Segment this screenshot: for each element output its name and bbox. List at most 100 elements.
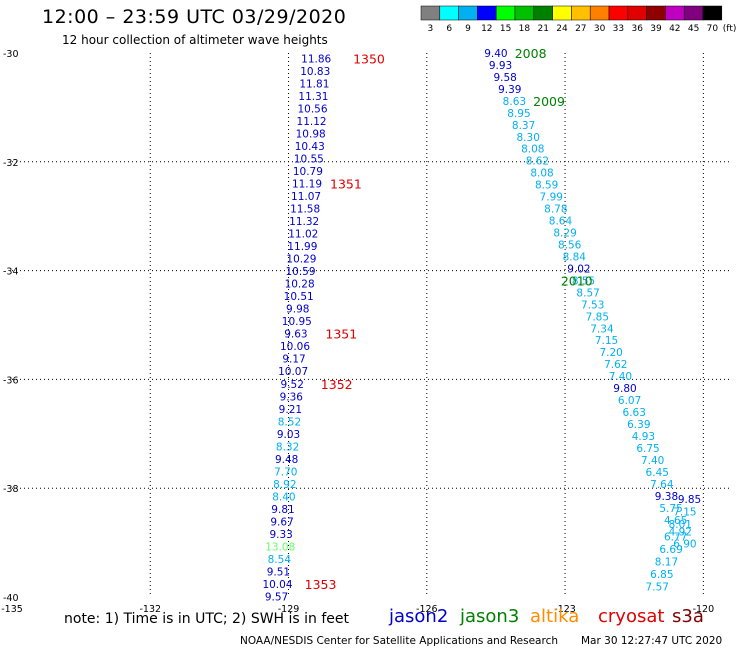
wave-height-point: 7.99 bbox=[540, 192, 563, 204]
wave-height-point: 10.28 bbox=[285, 279, 315, 291]
wave-height-point: 5.75 bbox=[659, 503, 682, 515]
colorbar-swatch bbox=[439, 5, 459, 21]
wave-height-point: 9.57 bbox=[265, 591, 288, 603]
wave-height-point: 8.01 bbox=[669, 519, 692, 531]
time-label: 1353 bbox=[305, 577, 337, 592]
wave-height-point: 11.07 bbox=[291, 191, 321, 203]
wave-height-point: 9.67 bbox=[270, 516, 293, 528]
time-label: 1350 bbox=[353, 51, 385, 66]
wave-height-point: 6.45 bbox=[646, 467, 669, 479]
colorbar-label: 24 bbox=[556, 24, 568, 34]
wave-height-point: 10.56 bbox=[297, 103, 327, 115]
wave-height-point: 6.75 bbox=[636, 443, 659, 455]
wave-height-point: 8.40 bbox=[272, 491, 295, 503]
x-tick-label: -126 bbox=[416, 604, 438, 615]
legend-jason3: jason3 bbox=[460, 606, 520, 627]
colorbar-swatch bbox=[477, 5, 497, 21]
wave-height-point: 11.86 bbox=[301, 53, 331, 65]
x-tick-label: -132 bbox=[139, 604, 161, 615]
wave-height-point: 8.08 bbox=[521, 144, 544, 156]
y-tick-label: -36 bbox=[3, 375, 19, 386]
x-tick-label: -129 bbox=[278, 604, 300, 615]
wave-height-point: 10.43 bbox=[295, 141, 325, 153]
legend-s3a: s3a bbox=[672, 606, 704, 627]
x-tick-label: -123 bbox=[554, 604, 576, 615]
grid-lines bbox=[12, 53, 731, 597]
y-tick-label: -40 bbox=[3, 593, 19, 604]
wave-height-point: 4.93 bbox=[632, 431, 655, 443]
wave-height-point: 11.32 bbox=[289, 216, 319, 228]
wave-height-point: 8.62 bbox=[526, 156, 549, 168]
units-note: note: 1) Time is in UTC; 2) SWH is in fe… bbox=[64, 611, 350, 627]
wave-height-point: 7.15 bbox=[595, 335, 618, 347]
wave-height-point: 9.48 bbox=[275, 454, 298, 466]
y-tick-label: -38 bbox=[3, 484, 19, 495]
colorbar-swatch bbox=[552, 5, 572, 21]
wave-height-point: 8.30 bbox=[517, 132, 540, 144]
wave-height-point: 9.21 bbox=[279, 404, 302, 416]
wave-height-point: 11.19 bbox=[292, 179, 322, 191]
wave-height-point: 10.83 bbox=[300, 66, 330, 78]
wave-height-point: 9.93 bbox=[489, 60, 512, 72]
wave-height-point: 8.92 bbox=[273, 479, 296, 491]
colorbar-swatch bbox=[420, 5, 441, 21]
wave-height-point: 9.52 bbox=[281, 379, 304, 391]
colorbar-label: 18 bbox=[519, 24, 531, 34]
colorbar-unit: (ft) bbox=[723, 24, 737, 34]
wave-height-point: 9.40 bbox=[484, 48, 507, 60]
legend-altika: altika bbox=[530, 606, 580, 627]
wave-height-point: 10.98 bbox=[296, 129, 326, 141]
wave-height-point: 6.63 bbox=[623, 407, 646, 419]
wave-height-point: 8.84 bbox=[563, 251, 587, 263]
time-label: 2010 bbox=[561, 273, 593, 288]
wave-height-point: 7.34 bbox=[590, 323, 614, 335]
wave-height-point: 9.33 bbox=[269, 529, 292, 541]
wave-height-point: 8.57 bbox=[576, 287, 599, 299]
wave-height-point: 7.57 bbox=[646, 582, 669, 594]
wave-height-point: 8.17 bbox=[655, 557, 678, 569]
wave-height-point: 9.58 bbox=[493, 72, 516, 84]
wave-height-point: 9.38 bbox=[655, 491, 678, 503]
colorbar-label: 3 bbox=[428, 24, 434, 34]
colorbar-label: 15 bbox=[500, 24, 511, 34]
wave-height-point: 8.08 bbox=[530, 168, 553, 180]
colorbar-label: 21 bbox=[537, 24, 548, 34]
time-label: 2009 bbox=[533, 94, 565, 109]
wave-height-point: 9.81 bbox=[271, 504, 294, 516]
wave-height-point: 7.85 bbox=[586, 311, 609, 323]
colorbar-swatch bbox=[683, 5, 704, 21]
wave-height-point: 7.53 bbox=[581, 299, 604, 311]
wave-height-point: 9.80 bbox=[613, 383, 636, 395]
colorbar-label: 39 bbox=[650, 24, 662, 34]
chart-title: 12:00 – 23:59 UTC 03/29/2020 bbox=[42, 6, 347, 28]
wave-height-point: 9.17 bbox=[282, 354, 305, 366]
wave-height-point: 9.02 bbox=[567, 263, 590, 275]
colorbar-swatch bbox=[571, 5, 591, 21]
wave-height-point: 10.51 bbox=[284, 291, 314, 303]
chart-subtitle: 12 hour collection of altimeter wave hei… bbox=[62, 33, 328, 47]
colorbar-label: 36 bbox=[631, 24, 643, 34]
wave-height-point: 11.12 bbox=[297, 116, 327, 128]
wave-height-point: 7.40 bbox=[641, 455, 664, 467]
colorbar-swatch bbox=[665, 5, 685, 21]
colorbar-label: 42 bbox=[669, 24, 680, 34]
time-label: 1352 bbox=[321, 377, 353, 392]
wave-height-point: 10.59 bbox=[285, 266, 315, 278]
colorbar-label: 6 bbox=[446, 24, 452, 34]
wave-height-point: 9.03 bbox=[277, 429, 300, 441]
wave-height-point: 6.90 bbox=[673, 539, 696, 551]
wave-height-point: 9.36 bbox=[280, 391, 304, 403]
wave-height-point: 10.55 bbox=[294, 154, 324, 166]
y-tick-label: -32 bbox=[3, 158, 19, 169]
wave-height-point: 8.64 bbox=[549, 216, 573, 228]
wave-height-point: 7.40 bbox=[609, 371, 632, 383]
legend-cryosat: cryosat bbox=[598, 606, 665, 627]
wave-height-point: 10.04 bbox=[262, 579, 292, 591]
wave-height-point: 9.98 bbox=[286, 304, 309, 316]
axis-ticks: -135 -132 -129 -126 -123 -120 -30 -32 -34 -36 -38 -… bbox=[1, 49, 714, 615]
colorbar-label: 45 bbox=[688, 24, 699, 34]
colorbar-label: 27 bbox=[575, 24, 586, 34]
wave-height-point: 8.32 bbox=[276, 441, 299, 453]
wave-height-point: 11.02 bbox=[288, 229, 318, 241]
